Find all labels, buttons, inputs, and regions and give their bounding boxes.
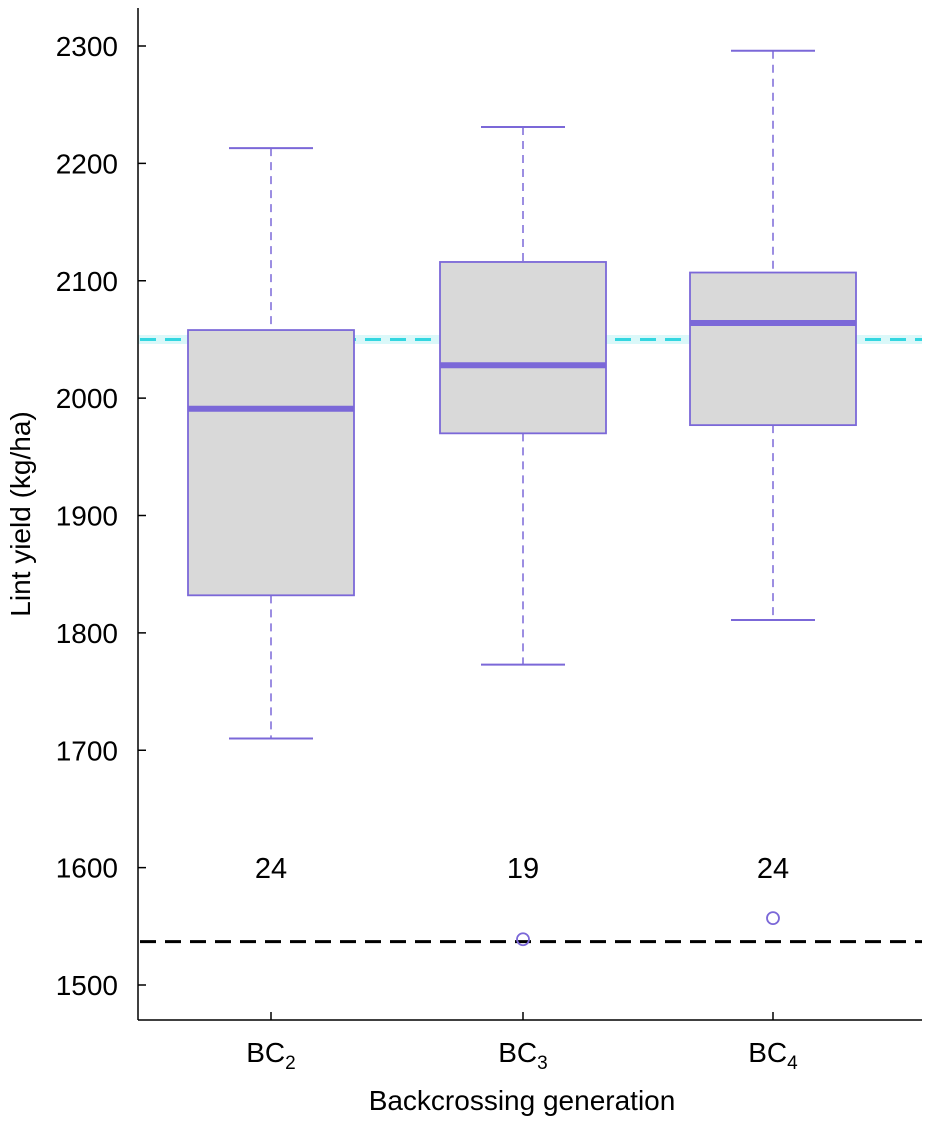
y-tick-label: 2200 bbox=[56, 148, 118, 179]
y-tick-label: 1600 bbox=[56, 853, 118, 884]
y-tick-label: 2300 bbox=[56, 31, 118, 62]
box-iqr bbox=[187, 329, 355, 597]
sample-size-label: 19 bbox=[507, 853, 539, 885]
sample-size-label: 24 bbox=[757, 853, 789, 885]
sample-size-label: 24 bbox=[255, 853, 287, 885]
box-group-1: 24 BC2 bbox=[187, 147, 355, 1074]
y-tick-label: 1800 bbox=[56, 618, 118, 649]
box-group-2: 19 BC3 bbox=[439, 125, 607, 1074]
y-tick-label: 2000 bbox=[56, 383, 118, 414]
y-tick-label: 1700 bbox=[56, 735, 118, 766]
box-iqr bbox=[439, 261, 607, 435]
outlier-point bbox=[766, 911, 780, 925]
box-iqr bbox=[689, 271, 857, 427]
x-tick-label-subscript: 2 bbox=[285, 1053, 296, 1074]
x-tick-label-main: BC bbox=[246, 1037, 285, 1068]
y-tick-label: 2100 bbox=[56, 266, 118, 297]
x-tick-label: BC2 bbox=[246, 1037, 295, 1074]
x-tick-label-subscript: 4 bbox=[787, 1053, 798, 1074]
x-tick-label: BC4 bbox=[748, 1037, 798, 1074]
box-group-3: 24 BC4 bbox=[689, 49, 857, 1074]
y-tick-label: 1900 bbox=[56, 501, 118, 532]
y-axis-title: Lint yield (kg/ha) bbox=[5, 411, 36, 616]
x-axis-title: Backcrossing generation bbox=[369, 1085, 676, 1116]
x-tick-label: BC3 bbox=[498, 1037, 547, 1074]
x-tick-label-main: BC bbox=[498, 1037, 537, 1068]
x-tick-label-main: BC bbox=[748, 1037, 787, 1068]
outlier-point bbox=[516, 932, 530, 947]
y-tick-label: 1500 bbox=[56, 970, 118, 1001]
axes: 1500 1600 1700 1800 1900 2000 2100 2200 2300 bbox=[56, 8, 922, 1021]
x-tick-label-subscript: 3 bbox=[537, 1053, 548, 1074]
